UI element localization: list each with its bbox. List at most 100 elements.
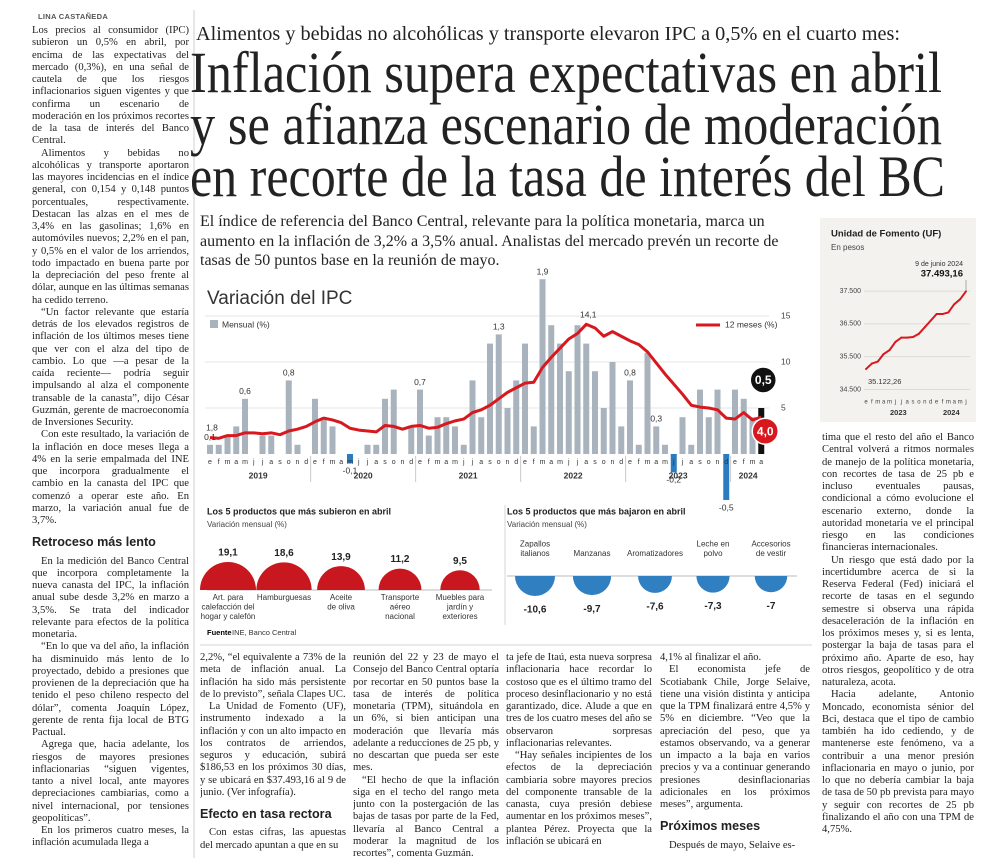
data-label: 19,1 <box>218 548 238 559</box>
paragraph: Un riesgo que está dado por la incertidu… <box>822 554 974 689</box>
paragraph: La Unidad de Fomento (UF), instrumento i… <box>200 701 346 798</box>
bar <box>653 426 660 454</box>
category-label: Manzanas <box>574 549 611 558</box>
x-tick-label: n <box>401 459 405 466</box>
headline-line: y se afianza escenario de moderación <box>190 92 942 157</box>
x-tick-label: f <box>942 400 944 406</box>
semicircle <box>256 562 312 590</box>
headline-line: Inflación supera expectativas en abril <box>190 40 942 105</box>
x-tick-label: j <box>471 459 474 466</box>
source-label: Fuente <box>207 628 232 637</box>
y2-tick-label: 10 <box>781 356 791 366</box>
bar <box>714 389 721 454</box>
bar <box>347 454 353 464</box>
data-label: 11,2 <box>391 554 410 565</box>
line <box>865 290 967 370</box>
paragraph: Agrega que, hacia adelante, los riesgos … <box>32 739 189 824</box>
point <box>865 368 867 371</box>
data-label: 1,9 <box>537 266 549 276</box>
x-tick-label: f <box>323 459 325 466</box>
year-label: 2021 <box>459 470 478 480</box>
chart-subtitle: En pesos <box>831 243 864 252</box>
x-tick-label: n <box>296 459 300 466</box>
point <box>882 353 885 356</box>
x-tick-label: e <box>733 459 737 466</box>
paragraph: En la medición del Banco Central que inc… <box>32 555 189 641</box>
data-label: -7 <box>767 601 776 612</box>
category-label: hogar y calefón <box>201 612 256 621</box>
paragraph: En los primeros cuatro meses, la inflaci… <box>32 825 189 849</box>
x-tick-label: e <box>313 459 317 466</box>
x-tick-label: n <box>506 459 510 466</box>
chart-subtitle: Variación mensual (%) <box>207 520 287 529</box>
x-tick-label: j <box>366 459 369 466</box>
x-tick-label: o <box>917 400 921 406</box>
year-label: 2023 <box>669 470 688 480</box>
bar <box>390 389 397 454</box>
data-label: 0,3 <box>650 414 662 424</box>
subheading: Próximos meses <box>660 819 761 834</box>
bar <box>548 325 555 454</box>
data-label: -0,5 <box>719 502 734 512</box>
bar <box>583 343 590 454</box>
x-tick-label: s <box>488 459 492 466</box>
x-tick-label: j <box>681 459 684 466</box>
category-label: italianos <box>520 549 549 558</box>
legend-label: Mensual (%) <box>222 319 270 329</box>
data-label: 0,8 <box>283 368 295 378</box>
x-tick-label: j <box>261 459 264 466</box>
column: Los precios al consumidor (IPC) subieron… <box>32 25 189 859</box>
x-tick-label: m <box>330 459 336 466</box>
date-label: 9 de junio 2024 <box>915 261 963 268</box>
x-tick-label: o <box>392 459 396 466</box>
category-label: de vestir <box>756 549 787 558</box>
x-tick-label: m <box>662 459 668 466</box>
x-tick-label: d <box>619 459 623 466</box>
point <box>912 336 915 338</box>
category-label: Zapallos <box>520 540 550 549</box>
paragraph: Hacia adelante, Antonio Moncado, economi… <box>822 689 974 835</box>
paragraph: Con estas cifras, las apuestas del merca… <box>200 827 346 851</box>
x-tick-label: d <box>304 459 308 466</box>
bar <box>460 444 467 454</box>
x-tick-label: m <box>225 459 231 466</box>
x-tick-label: a <box>374 459 378 466</box>
data-label: 4,0 <box>757 424 774 438</box>
x-tick-label: m <box>875 400 880 406</box>
bar <box>224 435 231 454</box>
bar <box>233 426 240 454</box>
y-tick-label: 34.500 <box>840 386 862 393</box>
bar <box>495 334 502 454</box>
semicircle <box>572 576 612 596</box>
paragraph: “En lo que va del año, la inflación ha d… <box>32 641 189 738</box>
paragraph: 2,2%, “el equivalente a 73% de la meta d… <box>200 652 346 700</box>
x-tick-label: j <box>567 459 570 466</box>
x-tick-label: e <box>208 459 212 466</box>
bar <box>408 426 415 454</box>
paragraph: “Un factor relevante que estaría detrás … <box>32 306 189 428</box>
bar <box>452 426 458 454</box>
semicircle <box>378 568 422 590</box>
year-label: 2024 <box>739 470 758 480</box>
semicircle <box>200 562 256 590</box>
author: LINA CASTAÑEDA <box>38 12 109 21</box>
bar <box>513 380 520 454</box>
bar <box>618 426 625 454</box>
paragraph: “Hay señales incipientes de los efectos … <box>506 750 652 847</box>
y2-tick-label: 15 <box>781 310 791 320</box>
category-label: calefacción del <box>202 603 255 612</box>
bar <box>705 417 712 454</box>
point <box>959 298 962 301</box>
subheading: Retroceso más lento <box>32 535 156 550</box>
x-tick-label: m <box>540 459 546 466</box>
bar <box>320 417 327 454</box>
chart-title: Los 5 productos que más subieron en abri… <box>207 506 391 516</box>
x-tick-label: j <box>894 400 896 406</box>
x-tick-label: a <box>584 459 588 466</box>
x-tick-label: f <box>428 459 430 466</box>
semicircle <box>515 576 555 596</box>
category-label: Muebles para <box>436 593 485 602</box>
bar <box>574 325 581 454</box>
data-label: 0,6 <box>239 386 251 396</box>
kicker: Alimentos y bebidas no alcohólicas y tra… <box>196 23 900 45</box>
